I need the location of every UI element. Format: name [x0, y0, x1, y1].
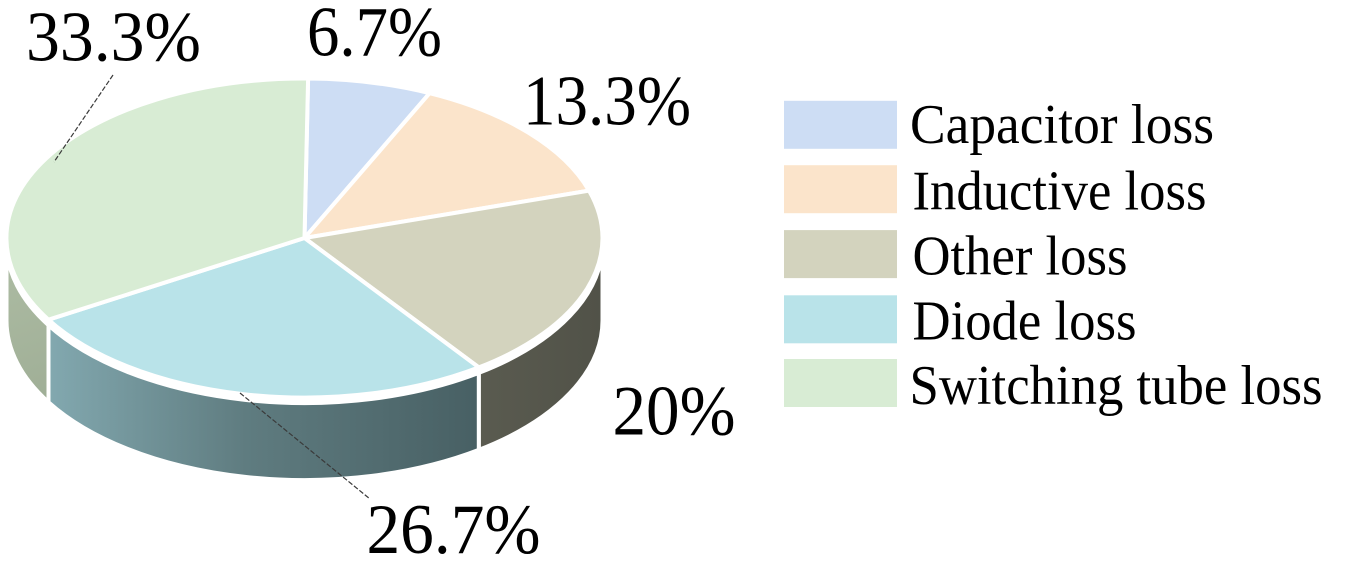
svg-text:20%: 20%: [613, 373, 736, 451]
svg-text:6.7%: 6.7%: [307, 0, 442, 72]
svg-text:Diode loss: Diode loss: [913, 290, 1137, 352]
svg-text:Other loss: Other loss: [913, 226, 1128, 288]
svg-text:Capacitor loss: Capacitor loss: [910, 94, 1214, 156]
svg-text:26.7%: 26.7%: [367, 491, 541, 569]
svg-text:13.3%: 13.3%: [523, 63, 691, 141]
svg-text:Inductive loss: Inductive loss: [913, 161, 1207, 223]
svg-text:33.3%: 33.3%: [26, 0, 201, 77]
svg-text:Switching tube loss: Switching tube loss: [910, 355, 1323, 417]
